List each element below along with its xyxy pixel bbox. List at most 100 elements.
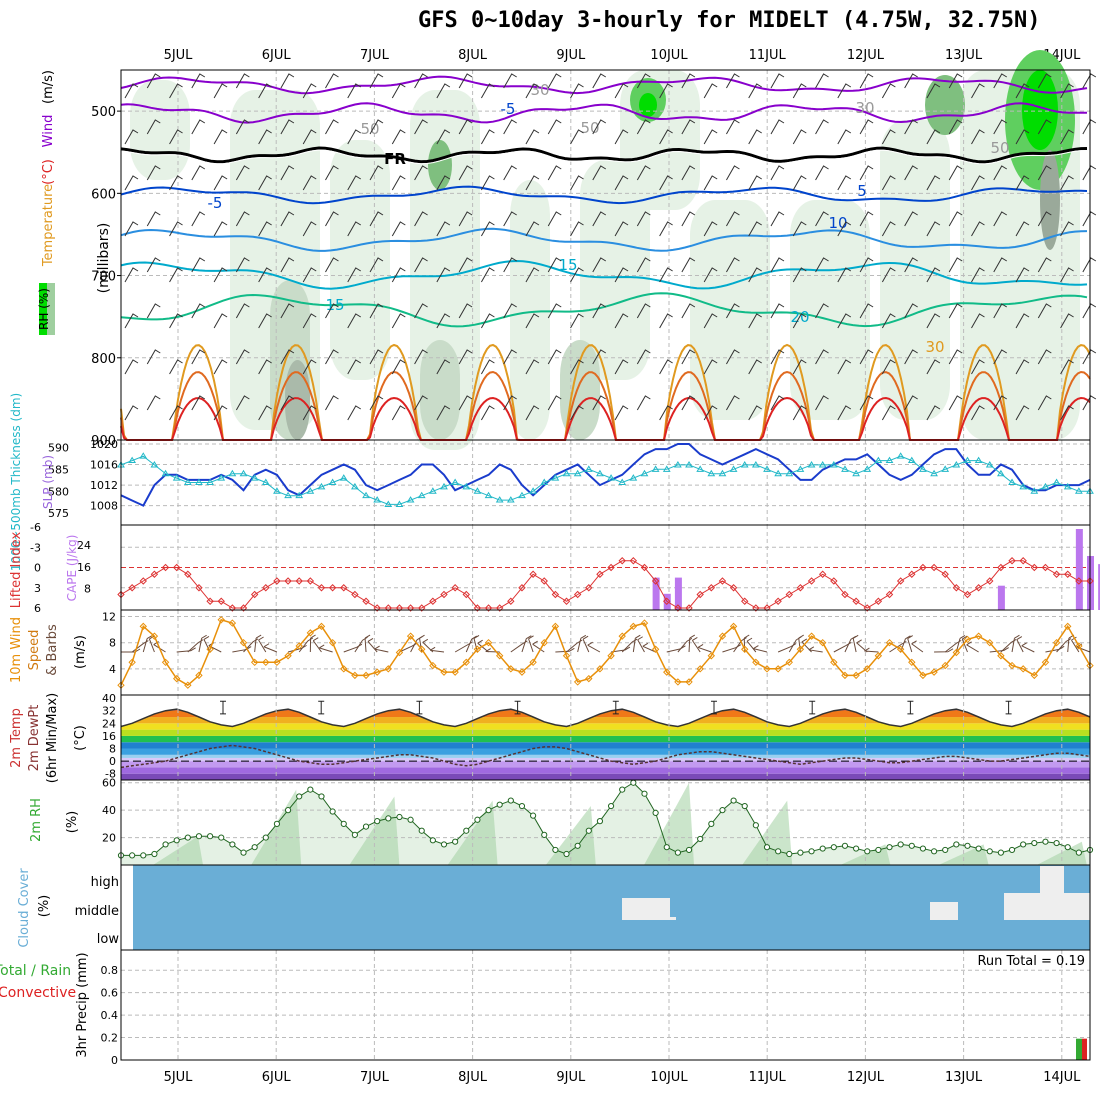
cape-bar	[1098, 564, 1100, 610]
thickness-point	[373, 496, 382, 503]
wind10-point	[573, 678, 582, 686]
temp-band	[121, 723, 1090, 730]
wind-barb	[636, 257, 651, 273]
thickness-point	[974, 456, 983, 464]
wind-barb	[480, 359, 495, 375]
wind-barb	[1037, 73, 1052, 89]
wind-barb	[525, 83, 540, 99]
rh2m-point	[563, 850, 570, 858]
lifted-index-point	[629, 557, 638, 565]
wind-barb	[391, 359, 406, 375]
rh2m-point	[730, 797, 737, 804]
wind10-point	[295, 642, 303, 650]
lifted-index-point	[952, 584, 961, 592]
rh-shading	[790, 200, 870, 420]
rh2m-point	[218, 834, 225, 841]
wind-barb	[748, 313, 762, 329]
thickness-point	[362, 491, 370, 499]
wind-barb	[169, 83, 183, 99]
wind-barb	[169, 313, 183, 329]
lifted-index-point	[384, 604, 393, 612]
thickness-point	[473, 487, 482, 494]
date-label-bottom: 10JUL	[650, 1070, 688, 1085]
wind-barb	[503, 119, 517, 135]
wind10-point	[618, 632, 626, 640]
wind-barb	[525, 267, 540, 283]
lifted-index-point	[807, 577, 816, 585]
wind10-point	[529, 658, 537, 667]
wind-barb	[1015, 313, 1030, 329]
wind10-barb	[263, 643, 278, 653]
wind-barb	[770, 211, 785, 227]
wind-barb	[971, 267, 985, 283]
wind-barb	[191, 257, 206, 273]
thickness-point	[718, 469, 727, 477]
wind-barb	[547, 119, 562, 135]
cape-axis-label: CAPE (J/kg)	[65, 535, 79, 602]
freezing-level-line	[120, 149, 1088, 165]
thickness-point	[874, 456, 883, 464]
slp-line	[120, 443, 1091, 507]
wind10-barb	[1021, 642, 1035, 653]
rh2m-point	[273, 820, 281, 827]
precip-tick-label: 0.8	[101, 964, 119, 977]
wind-barb	[948, 165, 963, 181]
wind-barb	[770, 165, 785, 181]
thickness-point	[306, 487, 315, 494]
wind10-barb	[429, 646, 445, 653]
temp-minmax-bar	[416, 700, 423, 715]
date-label-top: 9JUL	[556, 48, 586, 63]
temp-band	[121, 773, 1090, 780]
temp-band	[121, 729, 1090, 736]
thickness-point	[952, 460, 961, 468]
lifted-index-point	[451, 584, 459, 592]
wind-barb	[881, 405, 896, 421]
wind10-barb	[587, 641, 601, 653]
thickness-point	[250, 474, 259, 481]
wind10-barb	[637, 636, 645, 653]
wind-barb	[904, 165, 918, 181]
rh2m-point	[853, 845, 860, 852]
temp-minmax-bar	[612, 700, 619, 715]
thickness-tick-label: 585	[48, 463, 69, 476]
wind-barb	[213, 267, 228, 283]
date-label-top: 13JUL	[945, 48, 983, 63]
rh2m-point	[819, 845, 826, 852]
wind-barb	[1082, 119, 1097, 135]
wind-barb	[993, 349, 1008, 365]
wind-barb	[503, 303, 517, 319]
wind10-point	[807, 632, 816, 640]
wind10-point	[1019, 665, 1027, 673]
temp2m-tick-label: 0	[109, 755, 116, 768]
wind-barb	[971, 129, 985, 145]
isotherm-line	[120, 227, 1088, 252]
wind-barb	[213, 129, 228, 145]
rh2m-point	[140, 852, 147, 859]
wind10-point	[440, 668, 448, 676]
wind-barb	[859, 165, 874, 181]
lifted-index-point	[986, 577, 994, 585]
wind10-barb	[864, 647, 879, 653]
thickness-point	[451, 478, 460, 485]
lifted-index-point	[919, 563, 927, 572]
wind-barb	[1060, 267, 1074, 283]
wind10-point	[473, 645, 482, 653]
rh2m-point	[1008, 846, 1016, 854]
wind10-point	[796, 645, 805, 653]
rh2m-point	[674, 849, 681, 856]
wind-barb	[881, 267, 896, 283]
wind-barb	[369, 303, 384, 319]
wind-barb	[570, 129, 584, 145]
date-label-bottom: 8JUL	[458, 1070, 488, 1085]
lifted-index-point	[663, 597, 671, 605]
thickness-point	[562, 469, 571, 477]
temp2m-tick-label: 24	[102, 717, 116, 730]
rh2m-point	[507, 797, 514, 804]
rh2m-point	[886, 844, 893, 851]
wind10-point	[206, 645, 214, 653]
wind-barb	[859, 211, 874, 227]
page-title: GFS 0~10day 3-hourly for MIDELT (4.75W, …	[418, 8, 1041, 33]
rh2m-point	[440, 841, 448, 848]
wind10-point	[418, 645, 426, 653]
wind-barb	[570, 405, 584, 421]
